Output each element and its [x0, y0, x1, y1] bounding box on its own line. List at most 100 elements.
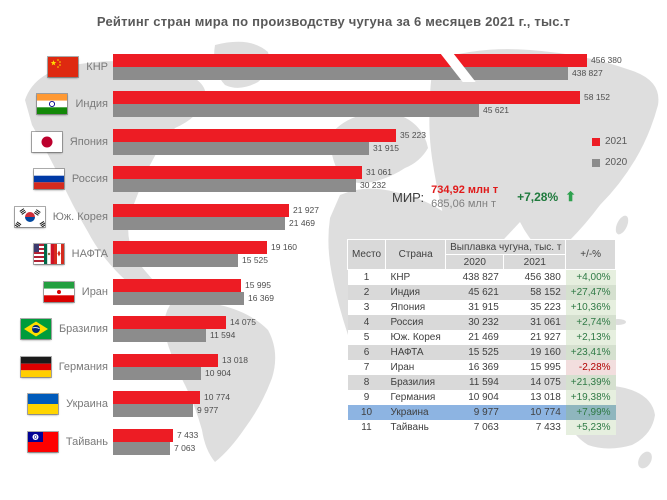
chart-row: Япония 35 223 31 915: [0, 128, 667, 155]
bar-2020: [113, 329, 206, 343]
flag-nafta-icon: [32, 243, 65, 266]
world-change-percent: +7,28%: [517, 190, 559, 205]
bar-2021: [113, 128, 396, 142]
bar-value-2020: 7 063: [174, 442, 196, 453]
cell-rank: 8: [347, 375, 386, 390]
bar-2021: [113, 428, 173, 442]
legend-item-2021: 2021: [592, 136, 627, 147]
cell-country: Юж. Корея: [385, 330, 446, 345]
bar-2020: [113, 67, 568, 80]
cell-2020: 9 977: [445, 405, 504, 420]
table-row: 8 Бразилия 11 594 14 075 +21,39%: [347, 375, 616, 390]
bar-value-2021: 13 018: [222, 354, 248, 365]
cell-country: Россия: [385, 315, 446, 330]
bar-value-2020: 45 621: [483, 105, 509, 116]
cell-change: +7,99%: [565, 405, 616, 420]
country-label: Юж. Корея: [52, 210, 108, 223]
cell-2020: 438 827: [445, 269, 504, 285]
flag-china-icon: [47, 56, 80, 78]
country-label: Украина: [66, 398, 108, 411]
bar-2021: [113, 391, 200, 405]
chart-row: НАФТА 19 160 15 525: [0, 241, 667, 268]
flag-ukraine-icon: [27, 393, 60, 416]
header-country: Страна: [384, 239, 447, 270]
bar-value-2020: 30 232: [360, 180, 386, 191]
cell-country: Украина: [385, 405, 446, 420]
world-value-2021: 734,92 млн т: [431, 184, 499, 196]
cell-change: +4,00%: [565, 269, 616, 285]
header-2020: 2020: [445, 254, 505, 270]
cell-rank: 6: [347, 345, 386, 360]
cell-2020: 15 525: [445, 345, 504, 360]
chart-row: КНР 456 380 438 827: [0, 52, 667, 82]
flag-taiwan-icon: [26, 430, 59, 453]
country-cell: Юж. Корея: [0, 204, 108, 230]
bar-value-2021: 35 223: [400, 129, 426, 140]
cell-2021: 21 927: [503, 330, 566, 345]
bar-value-2021: 58 152: [584, 92, 610, 103]
country-cell: Украина: [0, 391, 108, 417]
header-2021: 2021: [503, 254, 567, 270]
table-row: 7 Иран 16 369 15 995 -2,28%: [347, 360, 616, 375]
country-cell: Германия: [0, 354, 108, 380]
bar-2020: [113, 179, 356, 193]
cell-rank: 1: [347, 269, 386, 285]
country-label: Бразилия: [58, 323, 108, 336]
bar-2020: [113, 291, 244, 305]
bar-value-2021: 19 160: [271, 242, 297, 253]
bar-2020: [113, 216, 285, 230]
bar-2021: [113, 316, 226, 330]
cell-2021: 35 223: [503, 300, 566, 315]
table-row: 6 НАФТА 15 525 19 160 +23,41%: [347, 345, 616, 360]
cell-2021: 7 433: [503, 420, 566, 435]
cell-country: Бразилия: [385, 375, 446, 390]
flag-japan-icon: [30, 130, 63, 153]
flag-iran-icon: [42, 280, 75, 303]
legend-label-2020: 2020: [605, 157, 628, 168]
bar-value-2020: 11 594: [210, 330, 236, 341]
bar-2021: [113, 241, 267, 255]
cell-rank: 4: [347, 315, 386, 330]
country-label: КНР: [86, 61, 108, 73]
bar-value-2020: 16 369: [248, 292, 274, 303]
bar-value-2021: 10 774: [204, 392, 230, 403]
cell-change: +2,13%: [565, 330, 616, 345]
cell-2021: 19 160: [503, 345, 566, 360]
table-row: 4 Россия 30 232 31 061 +2,74%: [347, 315, 616, 330]
world-total: МИР: 734,92 млн т 685,06 млн т +7,28% ⬆: [392, 183, 576, 212]
cell-country: Индия: [385, 285, 446, 300]
cell-rank: 2: [347, 285, 386, 300]
bar-2020: [113, 404, 193, 418]
cell-change: +23,41%: [565, 345, 616, 360]
cell-2021: 10 774: [503, 405, 566, 420]
cell-rank: 5: [347, 330, 386, 345]
cell-2021: 15 995: [503, 360, 566, 375]
bar-value-2020: 21 469: [289, 217, 315, 228]
bar-2021: [113, 278, 241, 292]
world-total-label: МИР:: [392, 189, 425, 205]
table-row: 1 КНР 438 827 456 380 +4,00%: [347, 269, 616, 285]
bar-value-2021: 456 380: [591, 55, 622, 65]
table-row: 5 Юж. Корея 21 469 21 927 +2,13%: [347, 330, 616, 345]
up-arrow-icon: ⬆: [565, 189, 577, 205]
bar-value-2021: 7 433: [177, 429, 199, 440]
cell-country: КНР: [385, 269, 446, 285]
bar-2020: [113, 104, 479, 118]
chart-row: Россия 31 061 30 232: [0, 166, 667, 193]
chart-row: Тайвань 7 433 7 063: [0, 428, 667, 455]
bar-value-2020: 9 977: [197, 405, 219, 416]
cell-change: +27,47%: [565, 285, 616, 300]
cell-country: Германия: [385, 390, 446, 405]
cell-change: -2,28%: [565, 360, 616, 375]
cell-2021: 456 380: [503, 269, 566, 285]
bar-value-2021: 21 927: [293, 204, 319, 215]
cell-rank: 3: [347, 300, 386, 315]
bar-value-2020: 31 915: [373, 142, 399, 153]
ranking-table-header: Место Страна Выплавка чугуна, тыс. т +/-…: [347, 239, 617, 270]
world-value-2020: 685,06 млн т: [431, 198, 497, 211]
cell-change: +5,23%: [565, 420, 616, 435]
cell-2020: 45 621: [445, 285, 504, 300]
bar-2020: [113, 441, 170, 455]
cell-rank: 7: [347, 360, 386, 375]
